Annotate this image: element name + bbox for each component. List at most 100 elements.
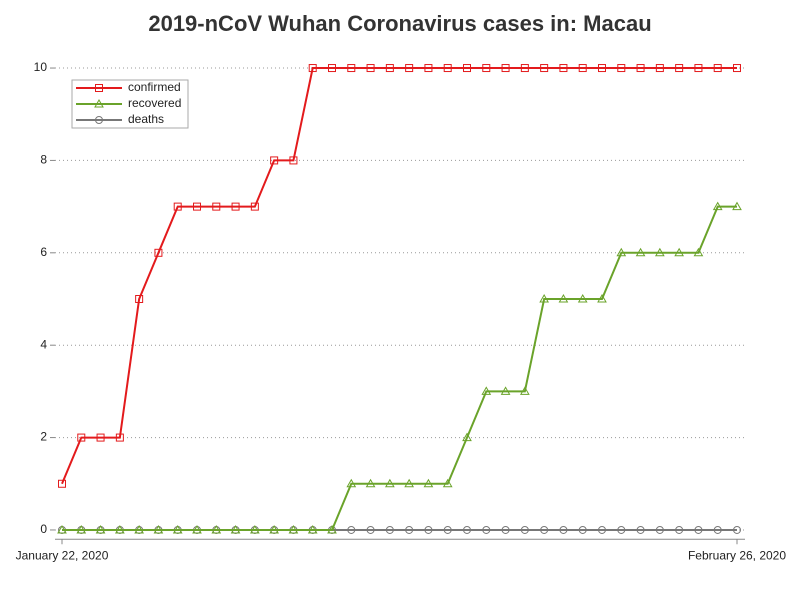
marker — [636, 525, 645, 534]
marker — [675, 525, 684, 534]
marker — [712, 201, 723, 211]
marker — [114, 524, 125, 534]
marker — [327, 524, 337, 534]
marker — [443, 64, 452, 73]
marker — [598, 64, 606, 73]
marker — [424, 525, 433, 534]
marker — [328, 64, 336, 73]
marker — [733, 64, 741, 73]
marker — [519, 386, 530, 395]
marker — [347, 525, 356, 534]
legend: confirmed recovered deaths — [71, 79, 189, 129]
series-line — [62, 205, 737, 531]
marker — [288, 524, 299, 534]
marker — [713, 525, 722, 534]
marker — [617, 525, 626, 534]
series — [58, 64, 741, 488]
marker — [366, 525, 375, 534]
chart-title: 2019-nCoV Wuhan Coronavirus cases in: Ma… — [148, 11, 651, 36]
y-tick-label: 4 — [40, 337, 47, 351]
marker — [500, 386, 511, 395]
marker — [270, 156, 279, 165]
marker — [347, 64, 356, 73]
marker — [211, 524, 222, 534]
marker — [405, 525, 414, 534]
marker — [366, 64, 375, 73]
marker — [96, 433, 105, 442]
marker — [95, 84, 103, 92]
marker — [424, 64, 433, 73]
marker — [635, 247, 646, 257]
marker — [153, 524, 164, 534]
marker — [231, 202, 240, 211]
marker — [636, 64, 645, 73]
marker — [172, 524, 183, 534]
marker — [365, 478, 376, 488]
y-tick-label: 8 — [40, 153, 47, 167]
marker — [58, 479, 66, 488]
marker — [463, 525, 471, 534]
marker — [674, 247, 685, 257]
series-line — [61, 67, 737, 485]
marker — [115, 433, 124, 442]
marker — [654, 247, 665, 257]
legend-label: confirmed — [128, 80, 181, 94]
marker — [404, 478, 415, 488]
marker — [482, 525, 491, 534]
marker — [559, 64, 568, 73]
marker — [307, 524, 318, 534]
marker — [250, 202, 259, 211]
marker — [501, 525, 510, 534]
marker — [443, 525, 452, 534]
marker — [655, 525, 664, 534]
marker — [193, 202, 201, 211]
marker — [520, 525, 529, 534]
marker — [539, 293, 550, 303]
marker — [655, 64, 664, 73]
marker — [540, 525, 549, 534]
marker — [385, 525, 394, 534]
marker — [346, 478, 357, 488]
marker — [269, 524, 280, 534]
marker — [134, 524, 145, 534]
marker — [308, 64, 317, 73]
marker — [76, 524, 87, 534]
legend-label: deaths — [128, 112, 164, 126]
y-tick-label: 2 — [40, 430, 47, 444]
marker — [578, 64, 587, 73]
marker — [675, 64, 684, 73]
marker — [482, 64, 491, 73]
x-tick-label: January 22, 2020 — [16, 548, 109, 562]
marker — [732, 201, 742, 211]
marker — [77, 433, 86, 442]
marker — [385, 64, 394, 73]
marker — [57, 524, 67, 534]
marker — [289, 156, 298, 165]
marker — [733, 525, 741, 534]
marker — [154, 248, 163, 257]
marker — [423, 478, 434, 488]
marker — [481, 386, 492, 395]
marker — [577, 293, 588, 303]
marker — [249, 524, 260, 534]
y-tick-label: 0 — [40, 522, 47, 536]
marker — [95, 524, 106, 534]
marker — [442, 478, 453, 488]
marker — [559, 525, 568, 534]
marker — [192, 524, 202, 534]
y-tick-label: 10 — [34, 60, 48, 74]
marker — [558, 293, 569, 303]
marker — [230, 524, 241, 534]
marker — [520, 64, 529, 73]
marker — [462, 432, 472, 442]
marker — [212, 202, 221, 211]
marker — [617, 64, 626, 73]
series — [57, 201, 742, 534]
marker — [463, 64, 471, 73]
y-tick-label: 6 — [40, 245, 47, 259]
marker — [578, 525, 587, 534]
marker — [616, 247, 627, 257]
marker — [135, 295, 144, 303]
marker — [597, 293, 607, 303]
